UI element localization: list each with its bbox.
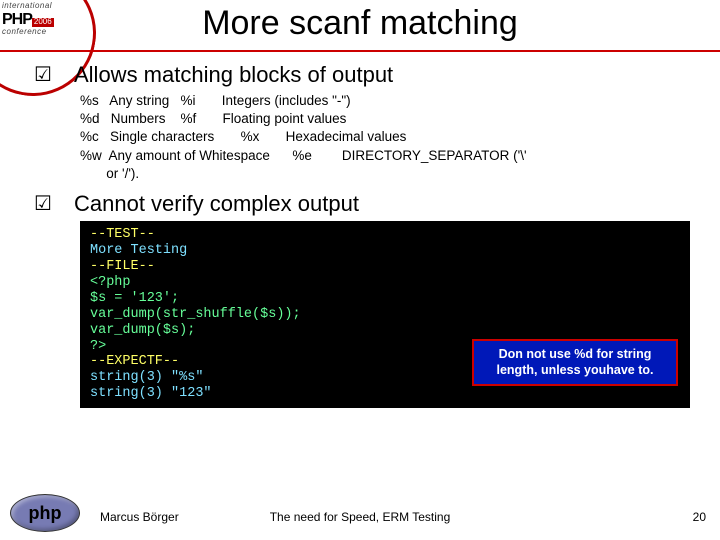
- slide-content: ☑ Allows matching blocks of output %s An…: [30, 62, 700, 408]
- format-row: or '/').: [80, 165, 700, 183]
- bullet-1-text: Allows matching blocks of output: [74, 62, 393, 88]
- code-line: --EXPECTF--: [90, 354, 179, 369]
- code-line: --FILE--: [90, 259, 155, 274]
- check-icon: ☑: [30, 191, 74, 216]
- code-line: string(3) "%s": [90, 370, 203, 385]
- code-line: More Testing: [90, 243, 187, 258]
- footer-page-number: 20: [693, 510, 706, 524]
- format-row: %c Single characters %x Hexadecimal valu…: [80, 128, 700, 146]
- bullet-2-text: Cannot verify complex output: [74, 191, 359, 217]
- code-block: --TEST-- More Testing --FILE-- <?php $s …: [80, 221, 690, 408]
- warning-callout: Don not use %d for string length, unless…: [472, 339, 678, 386]
- code-line: ?>: [90, 339, 106, 354]
- code-line: var_dump($s);: [90, 323, 195, 338]
- code-line: var_dump(str_shuffle($s));: [90, 307, 301, 322]
- format-specifier-table: %s Any string %i Integers (includes "-")…: [80, 92, 700, 183]
- bullet-1: ☑ Allows matching blocks of output: [30, 62, 700, 88]
- check-icon: ☑: [30, 62, 74, 87]
- code-line: string(3) "123": [90, 386, 212, 401]
- code-line: $s = '123';: [90, 291, 179, 306]
- slide-title: More scanf matching: [0, 4, 720, 43]
- code-line: <?php: [90, 275, 131, 290]
- code-line: --TEST--: [90, 227, 155, 242]
- title-underline: [0, 50, 720, 52]
- footer-title: The need for Speed, ERM Testing: [0, 510, 720, 524]
- bullet-2: ☑ Cannot verify complex output: [30, 191, 700, 217]
- format-row: %s Any string %i Integers (includes "-"): [80, 92, 700, 110]
- format-row: %w Any amount of Whitespace %e DIRECTORY…: [80, 147, 700, 165]
- format-row: %d Numbers %f Floating point values: [80, 110, 700, 128]
- slide-footer: php Marcus Börger The need for Speed, ER…: [0, 494, 720, 532]
